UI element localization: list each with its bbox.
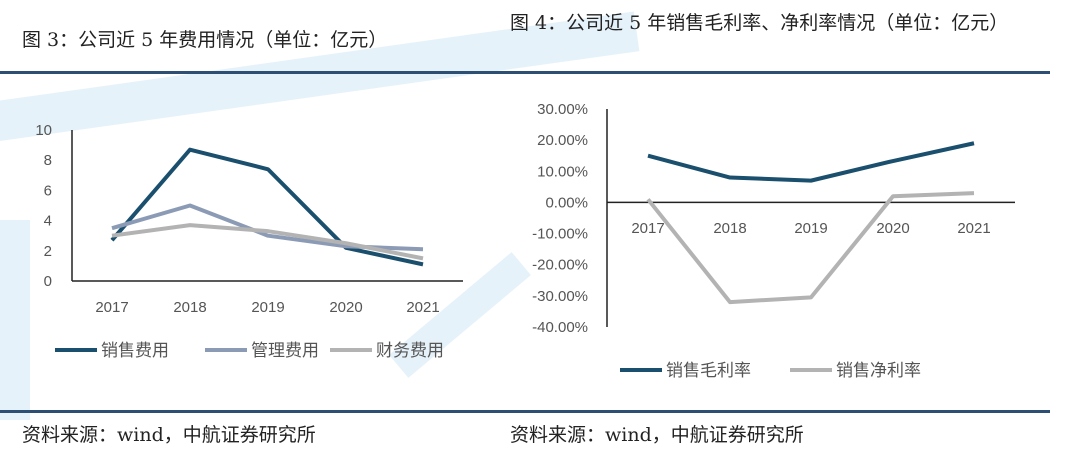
bottom-rule (0, 410, 1050, 413)
x-tick-label: 2018 (173, 299, 206, 316)
legend-label: 管理费用 (251, 341, 319, 361)
y-tick-label: -30.00% (532, 288, 588, 305)
top-rule (0, 71, 1050, 74)
y-tick-label: 10 (35, 122, 52, 139)
x-tick-label: 2018 (713, 220, 746, 237)
x-tick-label: 2019 (251, 299, 284, 316)
y-tick-label: 0 (44, 273, 52, 290)
legend-label: 销售费用 (101, 341, 169, 361)
series-line-1 (647, 141, 975, 183)
series-line-2 (646, 191, 975, 305)
y-tick-label: 10.00% (537, 163, 588, 180)
x-tick-label: 2021 (957, 220, 990, 237)
y-tick-label: -40.00% (532, 319, 588, 336)
y-tick-label: 20.00% (537, 132, 588, 149)
left-chart-title: 图 3：公司近 5 年费用情况（单位：亿元） (22, 29, 388, 51)
y-tick-label: -10.00% (532, 226, 588, 243)
left-source: 资料来源：wind，中航证券研究所 (22, 424, 316, 446)
legend-label: 销售毛利率 (666, 361, 751, 381)
y-tick-label: 4 (44, 213, 52, 230)
x-tick-label: 2020 (876, 220, 909, 237)
y-tick-label: 2 (44, 243, 52, 260)
y-tick-label: 8 (44, 152, 52, 169)
y-tick-label: 0.00% (545, 194, 588, 211)
y-tick-label: -20.00% (532, 257, 588, 274)
right-source: 资料来源：wind，中航证券研究所 (510, 424, 804, 446)
y-tick-label: 30.00% (537, 101, 588, 118)
y-tick-label: 6 (44, 182, 52, 199)
x-tick-label: 2021 (406, 299, 439, 316)
legend-label: 销售净利率 (836, 361, 921, 381)
x-tick-label: 2017 (631, 220, 664, 237)
x-tick-label: 2017 (95, 299, 128, 316)
legend-label: 财务费用 (376, 341, 444, 361)
x-tick-label: 2019 (794, 220, 827, 237)
x-tick-label: 2020 (329, 299, 362, 316)
right-chart-title: 图 4：公司近 5 年销售毛利率、净利率情况（单位：亿元） (510, 12, 1009, 34)
